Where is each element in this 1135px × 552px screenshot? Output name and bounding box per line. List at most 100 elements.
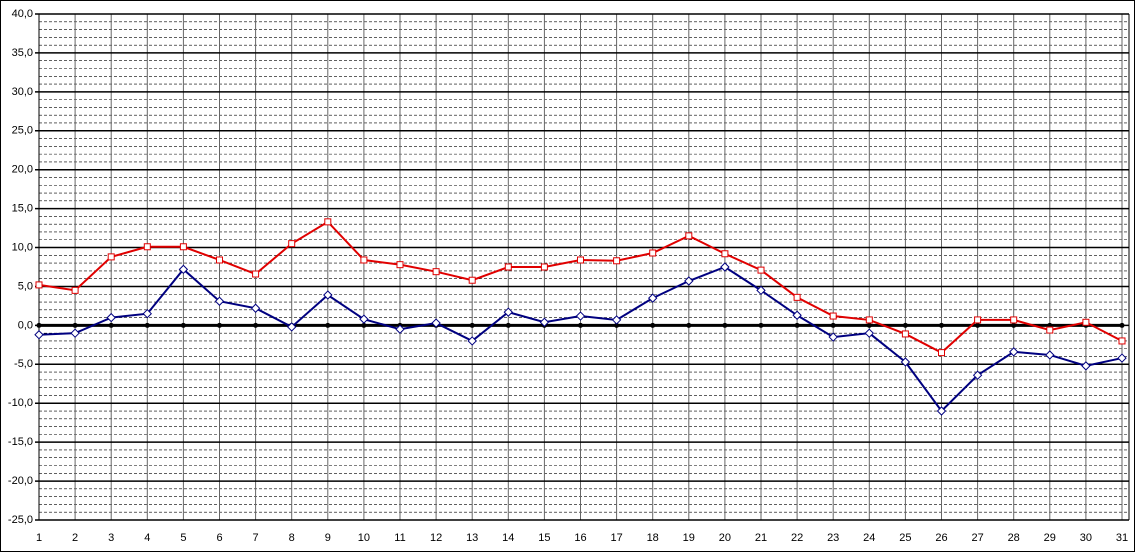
point — [936, 406, 947, 416]
y-tick-label: -20,0 — [8, 475, 33, 487]
point — [252, 270, 260, 278]
point — [361, 322, 367, 328]
point — [1119, 322, 1125, 328]
y-tick-label: 40,0 — [12, 8, 33, 20]
x-tick-label: 28 — [1008, 532, 1020, 544]
y-tick-label: 25,0 — [12, 125, 33, 137]
point — [72, 322, 78, 328]
point — [1008, 347, 1019, 357]
x-tick-label: 5 — [180, 532, 186, 544]
point — [144, 322, 150, 328]
point — [395, 324, 405, 334]
point — [649, 249, 657, 257]
point — [938, 349, 945, 357]
x-tick-label: 4 — [144, 532, 150, 544]
x-tick-label: 26 — [935, 532, 947, 544]
point — [288, 240, 296, 248]
point — [142, 309, 153, 319]
point — [325, 322, 331, 328]
x-tick-label: 19 — [683, 532, 695, 544]
point — [253, 322, 259, 328]
point — [178, 264, 189, 275]
point — [975, 322, 981, 328]
point — [1011, 322, 1017, 328]
point — [792, 310, 802, 320]
point — [503, 307, 514, 317]
x-tick-label: 18 — [647, 532, 659, 544]
point — [720, 262, 730, 272]
point — [360, 256, 368, 264]
point — [939, 322, 944, 328]
y-tick-label: -25,0 — [8, 514, 33, 526]
point — [866, 322, 872, 328]
point — [758, 322, 764, 328]
point — [216, 256, 223, 264]
point — [613, 257, 621, 265]
point — [34, 330, 44, 340]
point — [794, 322, 800, 328]
x-tick-label: 12 — [430, 532, 442, 544]
point — [974, 316, 982, 324]
point — [179, 243, 187, 251]
point — [1117, 353, 1127, 363]
point — [36, 322, 42, 328]
point — [324, 218, 332, 226]
point — [614, 322, 620, 328]
point — [468, 276, 476, 284]
point — [143, 243, 151, 251]
point — [793, 293, 801, 301]
point — [250, 303, 261, 313]
x-tick-label: 7 — [253, 532, 259, 544]
y-tick-label: 10,0 — [12, 241, 33, 253]
x-tick-label: 10 — [358, 532, 370, 544]
x-tick-label: 11 — [394, 532, 405, 544]
point — [432, 268, 440, 276]
x-tick-label: 13 — [466, 532, 478, 544]
point — [578, 322, 583, 328]
point — [721, 250, 729, 258]
point — [504, 263, 512, 271]
point — [575, 311, 586, 321]
point — [1010, 316, 1018, 324]
x-tick-label: 8 — [289, 532, 295, 544]
point — [722, 322, 728, 328]
x-tick-label: 21 — [755, 532, 767, 544]
point — [611, 315, 622, 325]
point — [684, 276, 694, 286]
point — [830, 322, 836, 328]
x-tick-label: 20 — [719, 532, 731, 544]
point — [902, 322, 908, 328]
point — [577, 256, 584, 264]
y-tick-label: -5,0 — [14, 358, 33, 370]
point — [180, 322, 186, 328]
point — [647, 293, 658, 303]
y-tick-label: -15,0 — [8, 436, 33, 448]
x-tick-label: 25 — [899, 532, 911, 544]
x-tick-label: 2 — [72, 532, 78, 544]
x-tick-label: 22 — [791, 532, 803, 544]
point — [539, 317, 550, 327]
point — [217, 322, 222, 328]
point — [865, 316, 873, 324]
point — [469, 322, 475, 328]
point — [505, 322, 511, 328]
point — [108, 322, 114, 328]
y-tick-label: 5,0 — [18, 280, 33, 292]
point — [901, 330, 909, 338]
point — [323, 290, 333, 300]
point — [864, 328, 875, 338]
point — [107, 253, 115, 261]
point — [1081, 361, 1091, 371]
point — [650, 322, 656, 328]
x-tick-label: 27 — [971, 532, 983, 544]
point — [1046, 326, 1054, 334]
y-tick-label: 35,0 — [12, 47, 33, 59]
point — [106, 312, 116, 323]
x-tick-label: 1 — [36, 532, 42, 544]
point — [756, 285, 766, 296]
point — [972, 370, 983, 380]
x-tick-label: 17 — [610, 532, 622, 544]
point — [1082, 318, 1090, 326]
point — [900, 357, 911, 367]
